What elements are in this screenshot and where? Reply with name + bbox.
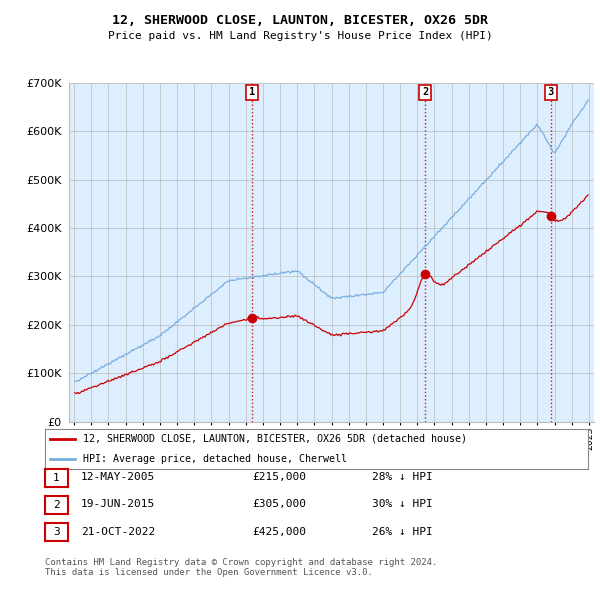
Text: 30% ↓ HPI: 30% ↓ HPI [372, 500, 433, 509]
Text: 1: 1 [249, 87, 255, 97]
Text: £215,000: £215,000 [252, 473, 306, 482]
Text: £425,000: £425,000 [252, 527, 306, 536]
Text: Contains HM Land Registry data © Crown copyright and database right 2024.
This d: Contains HM Land Registry data © Crown c… [45, 558, 437, 577]
Text: 3: 3 [53, 527, 60, 537]
Text: 2: 2 [422, 87, 428, 97]
Text: 26% ↓ HPI: 26% ↓ HPI [372, 527, 433, 536]
Text: 21-OCT-2022: 21-OCT-2022 [81, 527, 155, 536]
Text: 28% ↓ HPI: 28% ↓ HPI [372, 473, 433, 482]
Text: 19-JUN-2015: 19-JUN-2015 [81, 500, 155, 509]
Text: £305,000: £305,000 [252, 500, 306, 509]
Text: 12, SHERWOOD CLOSE, LAUNTON, BICESTER, OX26 5DR: 12, SHERWOOD CLOSE, LAUNTON, BICESTER, O… [112, 14, 488, 27]
Text: HPI: Average price, detached house, Cherwell: HPI: Average price, detached house, Cher… [83, 454, 347, 464]
Text: 12-MAY-2005: 12-MAY-2005 [81, 473, 155, 482]
Text: Price paid vs. HM Land Registry's House Price Index (HPI): Price paid vs. HM Land Registry's House … [107, 31, 493, 41]
Text: 12, SHERWOOD CLOSE, LAUNTON, BICESTER, OX26 5DR (detached house): 12, SHERWOOD CLOSE, LAUNTON, BICESTER, O… [83, 434, 467, 444]
Text: 2: 2 [53, 500, 60, 510]
Text: 1: 1 [53, 473, 60, 483]
Text: 3: 3 [548, 87, 554, 97]
